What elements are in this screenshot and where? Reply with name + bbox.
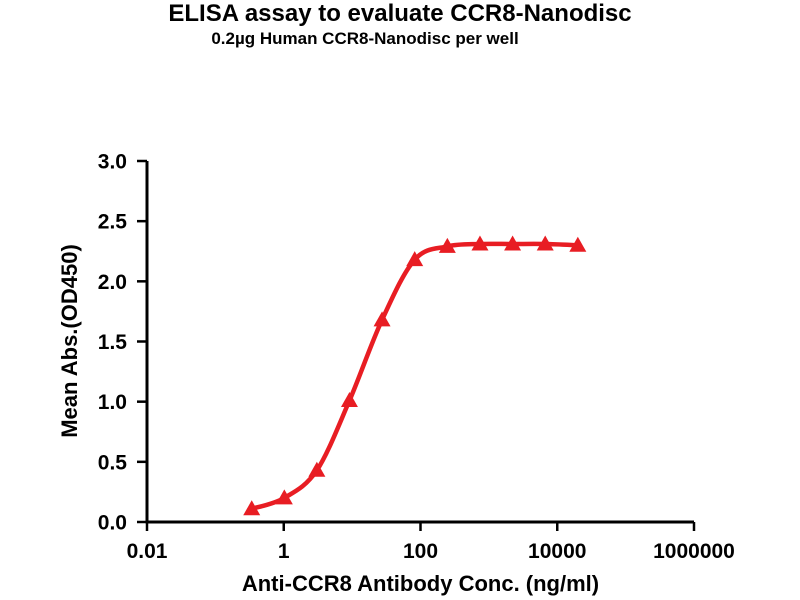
data-point-triangle [373, 311, 391, 327]
axes [145, 161, 694, 524]
data-markers [243, 235, 587, 516]
chart-title: ELISA assay to evaluate CCR8-Nanodisc [168, 0, 632, 27]
x-axis-label: Anti-CCR8 Antibody Conc. (ng/ml) [241, 571, 600, 596]
y-tick-label: 0.5 [98, 451, 128, 474]
y-tick-label: 0.0 [98, 512, 127, 535]
data-point-triangle [340, 391, 358, 407]
y-tick-label: 1.5 [98, 331, 128, 354]
x-tick-label: 1000000 [653, 540, 735, 563]
data-point-triangle [504, 235, 522, 251]
axis-lines [145, 161, 694, 524]
data-point-triangle [243, 500, 261, 516]
y-tick-label: 2.5 [98, 211, 128, 234]
data-point-triangle [536, 235, 554, 251]
axis-tick-labels: 0.01 1 100 10000 1000000 0.0 0.5 1.0 1.5 2.0 2.5 3.… [98, 151, 735, 564]
x-tick-label: 0.01 [127, 540, 168, 563]
y-tick-label: 2.0 [98, 271, 127, 294]
x-tick-label: 1 [278, 540, 290, 563]
data-point-triangle [438, 237, 456, 253]
data-point-triangle [275, 489, 293, 505]
data-point-triangle [471, 235, 489, 251]
y-tick-label: 3.0 [98, 151, 127, 174]
data-point-triangle [569, 236, 587, 252]
data-point-triangle [308, 461, 326, 477]
y-axis-label: Mean Abs.(OD450) [57, 244, 82, 438]
axis-ticks [137, 159, 696, 531]
dose-response-curve [249, 241, 581, 512]
x-tick-label: 100 [403, 540, 438, 563]
x-tick-label: 10000 [528, 540, 586, 563]
y-tick-label: 1.0 [98, 391, 127, 414]
data-point-triangle [406, 251, 424, 267]
chart-subtitle: 0.2µg Human CCR8-Nanodisc per well [211, 29, 519, 48]
